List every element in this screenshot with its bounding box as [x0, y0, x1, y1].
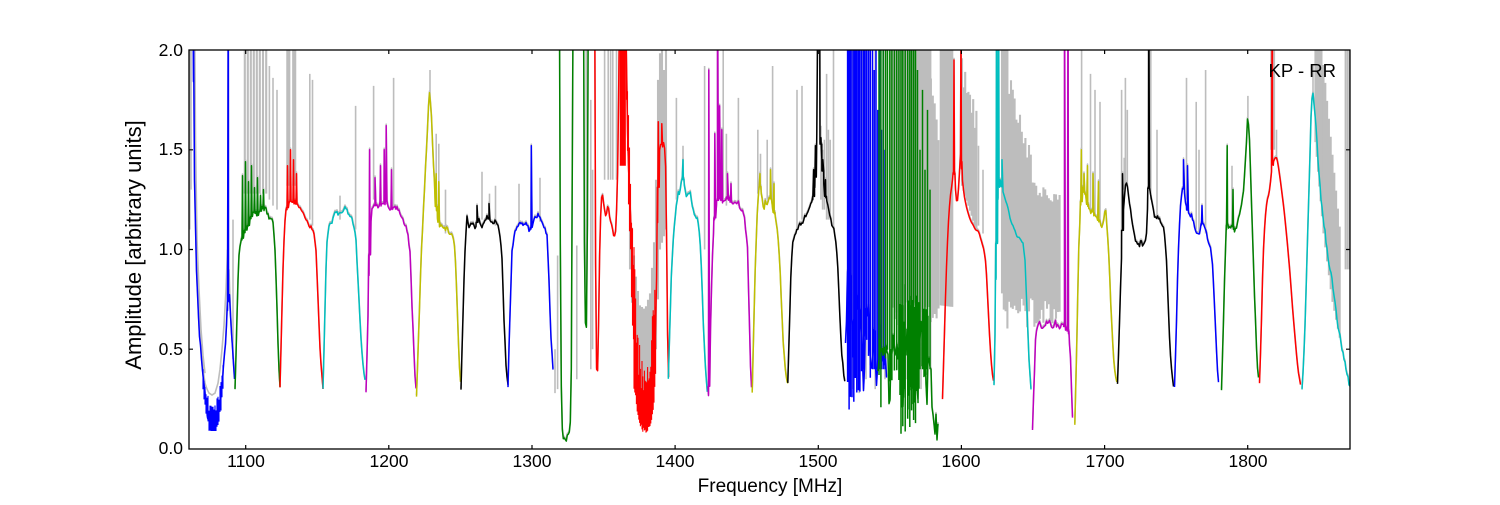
svg-text:1600: 1600: [942, 451, 981, 471]
svg-text:Frequency [MHz]: Frequency [MHz]: [698, 476, 843, 497]
svg-text:1.5: 1.5: [159, 139, 183, 159]
svg-text:1400: 1400: [656, 451, 695, 471]
svg-text:1500: 1500: [799, 451, 838, 471]
svg-text:Amplitude [arbitrary units]: Amplitude [arbitrary units]: [121, 120, 146, 369]
svg-text:KP - RR: KP - RR: [1268, 60, 1336, 81]
svg-text:1100: 1100: [227, 451, 265, 471]
svg-text:1200: 1200: [370, 451, 409, 471]
svg-text:1300: 1300: [513, 451, 552, 471]
svg-text:2.0: 2.0: [159, 40, 184, 60]
svg-text:1.0: 1.0: [159, 239, 184, 259]
svg-text:1700: 1700: [1086, 451, 1125, 471]
svg-text:0.5: 0.5: [159, 339, 183, 359]
svg-text:0.0: 0.0: [159, 438, 184, 458]
svg-text:1800: 1800: [1229, 451, 1268, 471]
